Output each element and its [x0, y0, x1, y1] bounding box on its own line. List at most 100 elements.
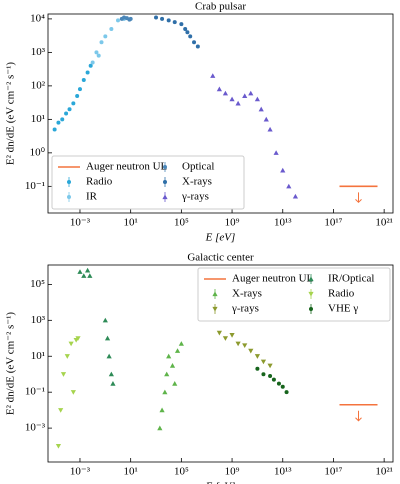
marker: [261, 372, 266, 377]
x-tick-label: 10¹³: [274, 217, 292, 229]
x-tick-label: 10⁻³: [70, 217, 91, 229]
marker: [210, 73, 216, 78]
marker: [183, 26, 188, 31]
marker: [64, 354, 70, 359]
marker: [242, 93, 248, 99]
y-axis-label: E² dn/dE (eV cm⁻² s⁻¹): [5, 312, 17, 416]
marker: [103, 34, 108, 39]
marker: [222, 90, 229, 96]
marker: [166, 353, 172, 359]
marker: [71, 101, 76, 106]
marker: [166, 18, 171, 23]
marker: [179, 22, 184, 27]
panel: Galactic center E [eV] E² dn/dE (eV cm⁻² s…: [5, 252, 394, 484]
panel: Crab pulsar E [eV] E² dn/dE (eV cm⁻² s⁻¹) 1…: [5, 1, 394, 244]
legend-label: Optical: [182, 161, 214, 173]
marker: [77, 87, 82, 92]
y-tick-label: 10²: [31, 79, 46, 91]
marker: [99, 40, 104, 45]
x-tick-label: 10²¹: [375, 217, 393, 229]
marker: [267, 126, 273, 132]
marker: [260, 359, 267, 365]
marker: [108, 371, 114, 377]
marker: [58, 408, 64, 413]
marker: [94, 50, 99, 55]
marker: [68, 341, 74, 347]
x-tick-label: 10⁵: [174, 217, 189, 229]
x-tick-label: 10¹: [124, 466, 138, 478]
marker: [110, 381, 116, 386]
marker: [88, 63, 93, 68]
legend-swatch: [212, 306, 218, 312]
y-tick-label: 10⁻¹: [25, 180, 45, 192]
chart-title: Galactic center: [187, 252, 254, 264]
y-axis-label: E² dn/dE (eV cm⁻² s⁻¹): [5, 62, 17, 166]
marker: [164, 371, 170, 377]
legend-swatch: [308, 291, 314, 297]
marker: [81, 77, 86, 82]
marker: [56, 120, 61, 125]
x-tick-label: 10²¹: [375, 466, 393, 478]
marker: [280, 167, 286, 173]
marker: [276, 381, 281, 386]
legend-label: X-rays: [182, 176, 212, 188]
marker: [96, 53, 101, 58]
marker: [248, 90, 254, 96]
upper-limit-arrow: [355, 192, 362, 204]
marker: [280, 384, 285, 389]
marker: [55, 444, 62, 449]
x-tick-label: 10⁹: [225, 217, 240, 229]
marker: [104, 335, 111, 341]
legend-label: Radio: [86, 176, 113, 188]
x-tick-label: 10⁻³: [70, 466, 91, 478]
marker: [229, 333, 235, 338]
x-tick-label: 10¹: [124, 217, 138, 229]
legend-swatch: [212, 291, 218, 297]
legend-swatch: [163, 165, 167, 169]
legend-label: X-rays: [232, 288, 262, 300]
marker: [216, 330, 222, 336]
marker: [75, 336, 81, 341]
marker: [52, 127, 57, 132]
marker: [254, 96, 261, 102]
marker: [273, 150, 279, 155]
legend-label: IR/Optical: [328, 273, 374, 285]
y-tick-label: 10³: [31, 314, 46, 326]
y-tick-label: 10⁴: [30, 12, 45, 24]
legend-label: Auger neutron UL: [232, 273, 314, 285]
marker: [106, 353, 112, 359]
marker: [85, 70, 90, 75]
marker: [258, 106, 264, 112]
y-tick-label: 10⁻³: [25, 422, 46, 434]
marker: [87, 273, 93, 278]
legend-box: [51, 155, 245, 210]
marker: [188, 34, 193, 39]
x-tick-label: 10¹⁷: [324, 466, 342, 478]
legend-swatch: [162, 194, 168, 200]
x-tick-label: 10⁹: [225, 466, 240, 478]
y-tick-label: 10¹: [31, 113, 45, 125]
marker: [222, 336, 229, 341]
marker: [157, 425, 163, 431]
y-tick-label: 10⁰: [30, 146, 46, 158]
marker: [292, 193, 299, 199]
marker: [160, 16, 165, 21]
marker: [64, 111, 69, 116]
marker: [235, 341, 241, 347]
marker: [115, 18, 120, 23]
plot-frame: [47, 264, 394, 463]
x-axis-label: E [eV]: [205, 481, 236, 484]
marker: [70, 390, 76, 395]
y-tick-label: 10³: [31, 46, 46, 58]
marker: [75, 93, 80, 98]
legend-label: VHE γ: [328, 303, 358, 315]
marker: [85, 267, 91, 273]
legend-swatch: [163, 180, 167, 184]
marker: [271, 377, 276, 382]
marker: [109, 26, 114, 31]
marker: [102, 317, 108, 323]
x-axis-label: E [eV]: [205, 232, 236, 244]
marker: [81, 273, 87, 278]
marker: [235, 100, 241, 106]
